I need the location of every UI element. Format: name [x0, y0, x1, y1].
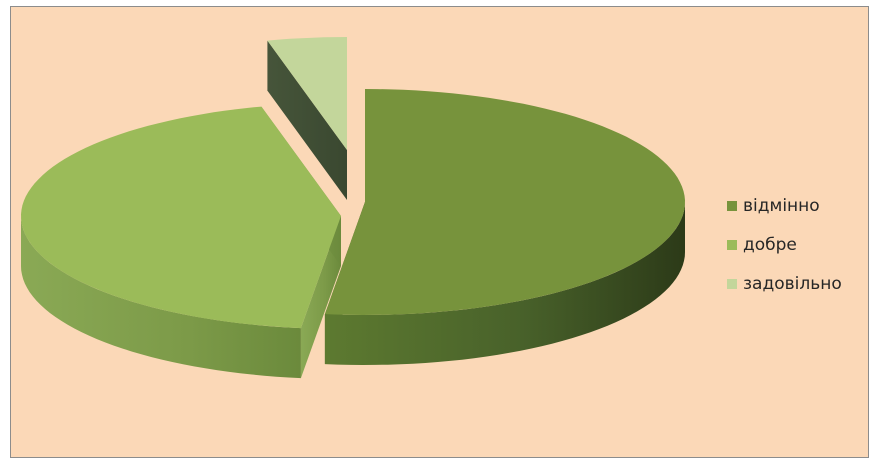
slice-top-1 — [21, 106, 341, 329]
pie-slice-1 — [21, 106, 341, 379]
slice-wall-1-0 — [300, 216, 341, 379]
legend: відмінно добре задовільно — [727, 186, 842, 303]
slice-top-2 — [267, 37, 347, 150]
legend-item-dobre: добре — [727, 225, 842, 264]
slice-top-0 — [324, 89, 685, 315]
legend-item-vidminno: відмінно — [727, 186, 842, 225]
legend-swatch — [727, 200, 737, 211]
legend-label: відмінно — [743, 195, 820, 216]
slice-rim-0-0 — [324, 202, 685, 365]
legend-label: задовільно — [743, 273, 842, 294]
legend-swatch — [727, 239, 737, 250]
legend-label: добре — [743, 234, 797, 255]
pie-slice-2 — [267, 37, 347, 200]
legend-swatch — [727, 278, 737, 289]
slice-rim-1-0 — [21, 216, 301, 379]
slice-wall-2-0 — [267, 40, 347, 200]
legend-item-zadovilno: задовільно — [727, 264, 842, 303]
pie-slice-0 — [324, 89, 685, 365]
